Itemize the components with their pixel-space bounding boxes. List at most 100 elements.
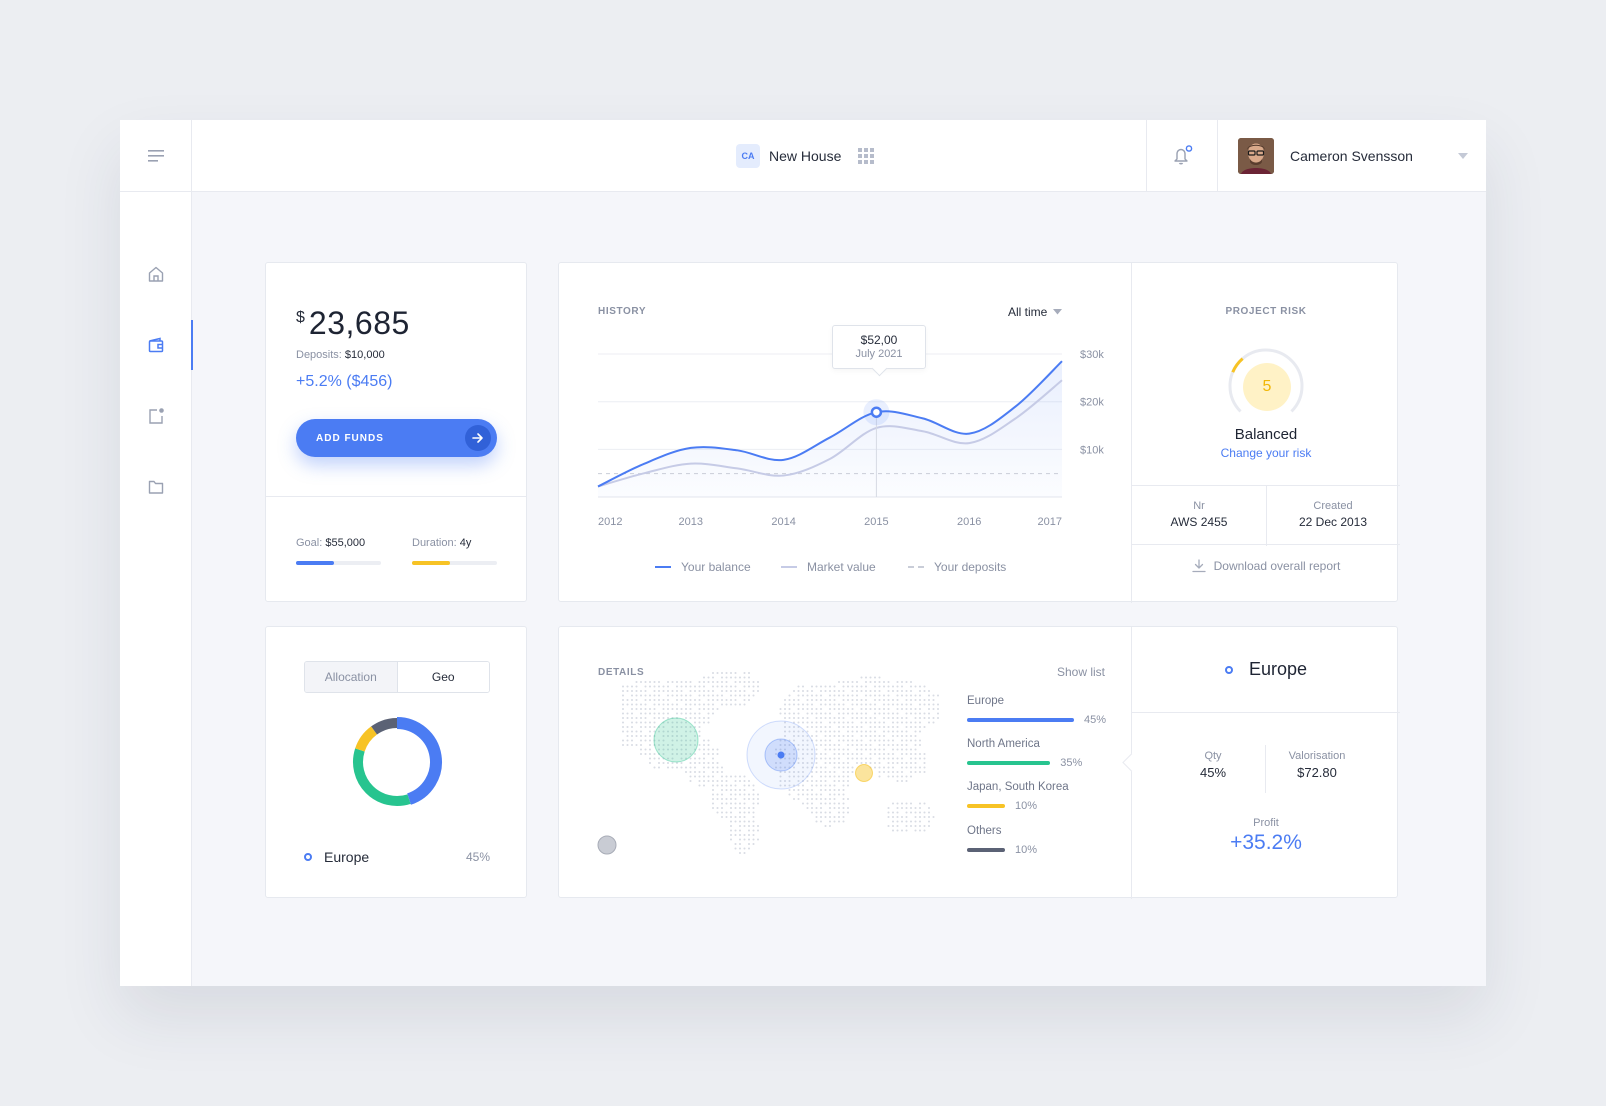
region-others[interactable]: Others 10% (967, 825, 1107, 856)
divider (1265, 745, 1266, 793)
tooltip-date: July 2021 (855, 348, 903, 360)
region-bar (967, 804, 1005, 808)
project-name: New House (769, 148, 842, 164)
donut-slice (371, 718, 398, 735)
goal-progress-bar (296, 561, 381, 565)
show-list-link[interactable]: Show list (1057, 665, 1106, 679)
legend-dot (304, 853, 312, 861)
currency-symbol: $ (296, 309, 305, 326)
valorisation-field: Valorisation $72.80 (1250, 750, 1384, 780)
sidebar-item-notifications[interactable] (120, 391, 192, 441)
history-card: HISTORY All time $30k $20k $10k 2012 2013 201… (558, 262, 1400, 603)
y-tick-label: $10k (1080, 444, 1104, 456)
region-pct: 10% (1015, 800, 1038, 812)
x-tick-label: 2015 (864, 516, 888, 528)
risk-meta: Nr AWS 2455 Created 22 Dec 2013 (1132, 485, 1400, 546)
region-name: Others (967, 825, 1002, 837)
deposits-label: Deposits: (296, 349, 342, 361)
folder-icon (148, 480, 164, 494)
map-dots (621, 671, 940, 855)
region-japan-south-korea[interactable]: Japan, South Korea 10% (967, 781, 1107, 812)
x-tick-label: 2014 (771, 516, 795, 528)
chart-tooltip: $52,00 July 2021 (832, 325, 926, 369)
map-marker-others (597, 835, 617, 855)
add-funds-button[interactable]: ADD FUNDS (296, 419, 497, 457)
nr-value: AWS 2455 (1170, 515, 1228, 529)
tab-allocation[interactable]: Allocation (305, 662, 398, 692)
x-tick-label: 2013 (679, 516, 703, 528)
balance-amount: $ 23,685 (296, 305, 410, 342)
valorisation-label: Valorisation (1288, 750, 1346, 762)
x-tick-label: 2012 (598, 516, 622, 528)
goal-label: Goal: (296, 537, 323, 549)
legend-label: Your balance (681, 560, 751, 574)
y-tick-label: $30k (1080, 349, 1104, 361)
history-chart[interactable]: $30k $20k $10k 2012 2013 2014 2015 2016 2017 (559, 263, 1131, 543)
region-north-america[interactable]: North America 35% (967, 738, 1107, 769)
legend-swatch (655, 566, 671, 568)
top-bar: CA New House (120, 120, 1486, 192)
sidebar-item-home[interactable] (120, 249, 192, 299)
region-name: North America (967, 738, 1040, 750)
deposits: Deposits: $10,000 (296, 349, 385, 361)
qty-label: Qty (1204, 750, 1222, 762)
region-detail-name: Europe (1248, 659, 1308, 679)
legend-name: Europe (324, 849, 370, 865)
apps-grid-icon[interactable] (858, 148, 875, 164)
x-tick-label: 2017 (1038, 516, 1062, 528)
chevron-down-icon[interactable] (1458, 153, 1468, 159)
notifications-button[interactable] (1146, 120, 1218, 192)
goal-value: $55,000 (325, 537, 366, 549)
map-marker-japan (855, 764, 873, 782)
qty-field: Qty 45% (1146, 750, 1280, 780)
sidebar-item-files[interactable] (120, 462, 192, 512)
arrow-right-icon (465, 425, 491, 451)
sidebar-item-wallet[interactable] (120, 320, 193, 370)
change-risk-link[interactable]: Change your risk (1220, 446, 1312, 460)
divider (266, 496, 526, 497)
tab-geo[interactable]: Geo (397, 662, 489, 692)
gauge-track (1228, 348, 1304, 413)
region-dot (1224, 665, 1233, 674)
duration: Duration: 4y (412, 537, 471, 549)
region-bar (967, 761, 1051, 765)
region-europe[interactable]: Europe 45% (967, 695, 1107, 726)
download-report-link[interactable]: Download overall report (1132, 559, 1400, 573)
project-selector[interactable]: CA New House (736, 144, 875, 168)
gauge-value (1231, 357, 1244, 373)
series-market-value (597, 379, 1063, 488)
region-name: Europe (967, 695, 1005, 707)
allocation-legend: Europe 45% (304, 849, 490, 865)
legend-your-balance: Your balance (655, 560, 751, 574)
legend-swatch (781, 566, 797, 568)
tooltip-value: $52,00 (860, 333, 898, 347)
user-menu[interactable]: Cameron Svensson (1238, 138, 1468, 174)
risk-gauge (1228, 348, 1304, 413)
profit-field: Profit +35.2% (1132, 817, 1400, 855)
series-your-balance (597, 360, 1063, 488)
sidebar (120, 192, 193, 986)
legend-pct: 45% (465, 850, 490, 864)
x-tick-label: 2016 (957, 516, 981, 528)
region-pct: 45% (1084, 714, 1107, 726)
menu-button[interactable] (120, 120, 192, 192)
region-bar (967, 718, 1074, 722)
allocation-tabs: Allocation Geo (304, 661, 490, 693)
add-funds-label: ADD FUNDS (316, 432, 384, 444)
app-window: CA New House (120, 120, 1486, 986)
region-name: Japan, South Korea (967, 781, 1069, 793)
created-value: 22 Dec 2013 (1298, 515, 1368, 529)
period-dropdown[interactable]: All time (1008, 305, 1063, 319)
user-name: Cameron Svensson (1290, 148, 1413, 164)
legend-swatch (908, 566, 924, 568)
balance-value: 23,685 (308, 305, 410, 341)
allocation-donut[interactable] (350, 715, 444, 809)
menu-icon (147, 150, 164, 162)
created-field: Created 22 Dec 2013 (1266, 500, 1400, 529)
balance-change: +5.2% ($456) (296, 373, 393, 390)
world-map[interactable] (597, 667, 940, 867)
balance-area (598, 361, 1062, 497)
legend-label: Market value (807, 560, 876, 574)
notification-icon (149, 408, 164, 424)
nr-field: Nr AWS 2455 (1132, 500, 1266, 529)
